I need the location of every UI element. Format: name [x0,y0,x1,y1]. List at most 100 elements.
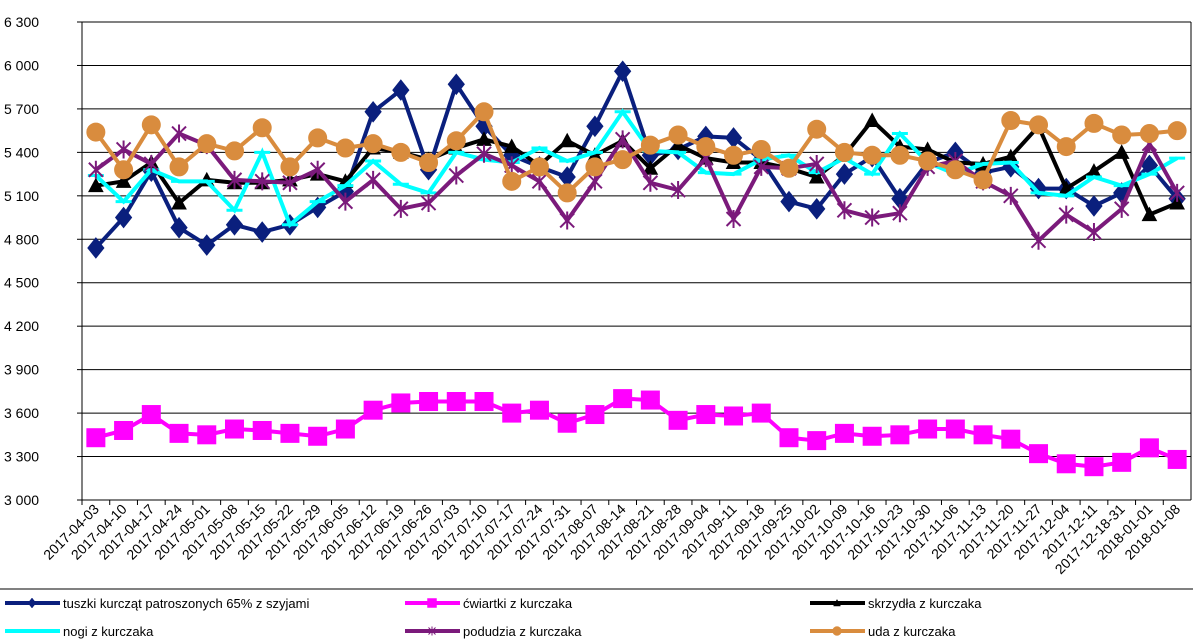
marker [393,199,409,218]
marker [642,173,659,192]
marker [225,213,244,236]
marker [428,626,436,636]
marker [197,134,217,154]
marker [809,154,825,173]
marker [419,392,439,412]
marker [420,194,437,213]
marker [337,192,354,211]
marker [724,145,744,165]
y-tick-label: 3 300 [4,449,39,465]
marker [862,145,882,165]
marker [836,201,853,220]
marker [169,423,189,443]
marker [419,153,439,173]
y-tick-label: 3 900 [4,362,39,378]
marker [115,173,132,188]
series-line [95,396,1178,469]
legend-item: nogi z kurczaka [5,624,154,639]
y-tick-label: 5 100 [4,188,39,204]
marker [586,115,604,138]
marker [585,405,605,425]
marker [226,170,243,189]
legend-item: uda z kurczaka [810,624,956,639]
marker [114,420,134,440]
marker [973,425,993,445]
marker [559,211,575,230]
marker [141,405,161,425]
marker [88,160,104,179]
marker [308,128,328,148]
marker [197,425,217,445]
marker [724,406,744,426]
marker [446,392,466,412]
marker [1001,110,1021,130]
series-line [94,108,1179,229]
marker [308,426,328,446]
marker [474,392,494,412]
marker [1113,144,1130,159]
marker [364,101,382,123]
marker [476,144,492,163]
legend-item: tuszki kurcząt patroszonych 65% z szyjam… [5,596,309,611]
marker [502,171,522,191]
legend-label: nogi z kurczaka [63,624,154,639]
series-line [94,108,1178,196]
marker [143,154,160,173]
marker [613,389,633,409]
marker [427,598,437,608]
y-tick-label: 3 600 [4,405,39,421]
legend-item: ćwiartki z kurczaka [405,596,573,611]
marker [696,405,716,425]
marker [282,173,298,192]
marker [751,403,771,423]
marker [1169,183,1185,202]
marker [1167,121,1187,141]
marker [725,209,742,228]
y-tick-label: 5 700 [4,101,39,117]
marker [474,102,494,122]
marker [973,170,993,190]
marker [1112,452,1132,472]
marker [115,140,132,159]
legend-label: tuszki kurcząt patroszonych 65% z szyjam… [63,596,309,611]
legend-label: podudzia z kurczaka [463,624,582,639]
marker [807,119,827,139]
marker [86,122,106,142]
marker [833,598,841,607]
marker [559,132,576,148]
marker [1001,429,1021,449]
marker [1030,231,1047,250]
marker [224,419,244,439]
marker [170,216,188,239]
marker [27,597,37,609]
marker [753,157,769,176]
marker [87,237,105,259]
marker [864,208,880,227]
marker [447,73,465,96]
marker [1086,223,1102,242]
marker [529,400,549,420]
y-tick-label: 6 300 [4,14,39,30]
marker [864,112,880,127]
marker [557,183,577,203]
legend-label: ćwiartki z kurczaka [463,596,573,611]
marker [391,393,411,413]
series-line [94,131,1179,244]
marker [613,60,632,83]
marker [1141,206,1158,222]
marker [696,137,716,157]
marker [779,158,799,178]
marker [446,131,466,151]
marker [751,139,771,159]
marker [169,157,189,177]
marker [1029,444,1049,464]
marker [141,115,161,135]
marker [1112,125,1132,145]
marker [892,204,908,223]
marker [335,419,355,439]
y-tick-label: 5 400 [4,144,39,160]
marker [88,177,104,193]
marker [529,157,549,177]
marker [835,163,854,185]
